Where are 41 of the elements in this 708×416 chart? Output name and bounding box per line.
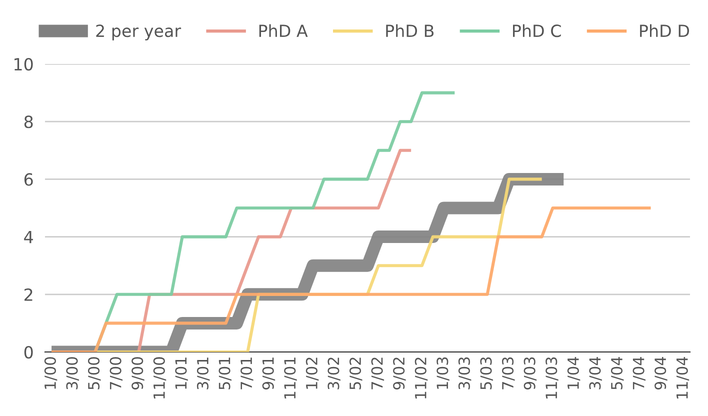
legend-label: PhD D (640, 24, 690, 37)
legend-label: PhD C (513, 24, 561, 38)
y-tick-label: 8 (24, 116, 33, 128)
legend-label: PhD B (386, 24, 434, 37)
legend-label: 2 per year (96, 24, 182, 40)
legend-label: PhD A (259, 24, 308, 37)
x-tick-label: 5/02 (349, 358, 362, 390)
x-tick-label: 5/00 (88, 357, 101, 390)
x-tick-label: 7/00 (110, 357, 123, 390)
x-tick-label: 5/04 (610, 357, 624, 390)
x-tick-label: 11/02 (414, 358, 428, 399)
y-tick-label: 4 (24, 230, 33, 244)
x-tick-label: 3/04 (589, 357, 602, 390)
x-tick-label: 11/01 (284, 358, 297, 399)
x-tick-label: 9/01 (262, 358, 276, 390)
x-tick-label: 11/00 (153, 357, 166, 399)
x-tick-label: 3/02 (328, 358, 340, 390)
y-tick-label: 6 (24, 173, 33, 186)
x-tick-label: 3/00 (66, 357, 79, 390)
x-tick-label: 5/01 (218, 358, 232, 390)
x-tick-label: 1/02 (306, 358, 319, 389)
y-tick-label: 10 (14, 58, 33, 71)
x-tick-label: 3/03 (458, 357, 472, 390)
x-tick-label: 9/03 (524, 357, 537, 390)
x-tick-label: 1/03 (436, 357, 450, 389)
y-tick-label: 2 (24, 288, 32, 301)
x-tick-label: 9/02 (393, 358, 406, 390)
x-tick-label: 7/01 (240, 358, 254, 390)
x-tick-label: 5/03 (480, 357, 493, 390)
x-tick-label: 1/00 (44, 357, 58, 389)
x-tick-label: 1/01 (175, 358, 188, 389)
x-tick-label: 1/04 (567, 357, 580, 389)
x-tick-label: 3/01 (196, 358, 210, 390)
y-tick-label: 0 (24, 346, 33, 359)
x-tick-label: 9/00 (132, 357, 144, 390)
x-tick-label: 7/04 (632, 357, 646, 390)
x-tick-label: 11/03 (546, 357, 558, 399)
x-tick-label: 7/03 (502, 357, 515, 390)
x-tick-label: 7/02 (371, 358, 384, 390)
x-tick-label: 9/04 (654, 357, 668, 390)
x-tick-label: 11/04 (676, 357, 690, 399)
